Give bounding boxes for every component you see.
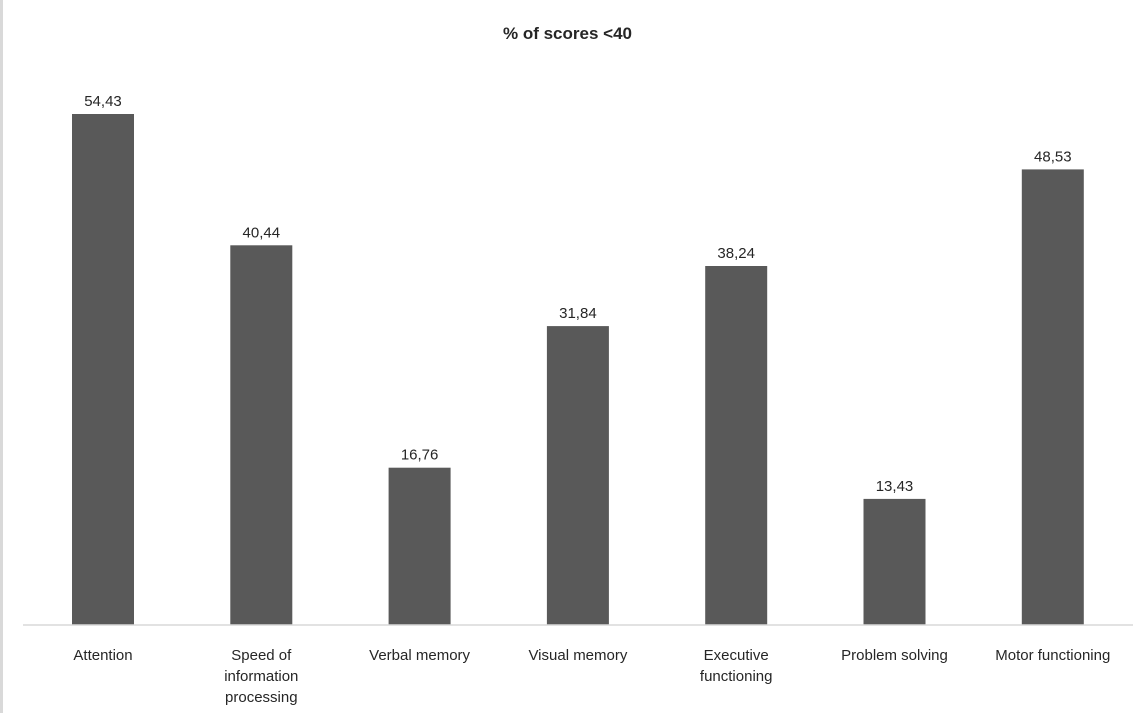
category-label-line: Attention [73, 647, 132, 664]
category-label: Attention [73, 647, 132, 664]
category-label: Visual memory [528, 647, 627, 664]
value-label: 13,43 [876, 478, 914, 495]
value-label: 16,76 [401, 447, 439, 464]
category-labels: Attention Speed of information processing Ve… [73, 647, 1110, 706]
value-label: 40,44 [243, 224, 281, 241]
category-label-line: Visual memory [528, 647, 627, 664]
category-label-line: Speed of [231, 647, 292, 664]
value-label: 31,84 [559, 305, 597, 322]
value-label: 38,24 [717, 245, 755, 262]
category-label: Verbal memory [369, 647, 470, 664]
chart-title: % of scores <40 [503, 24, 632, 43]
category-label-line: Verbal memory [369, 647, 470, 664]
bar [705, 266, 768, 625]
category-label-line: Executive [704, 647, 769, 664]
frame-edge [0, 0, 3, 713]
bar [72, 114, 134, 625]
category-label: Speed of information processing [224, 647, 298, 706]
bar [863, 498, 926, 625]
bars [72, 114, 1084, 626]
category-label-line: processing [225, 689, 298, 706]
value-labels: 54,43 40,44 16,76 31,84 38,24 13,43 48,53 [84, 93, 1071, 495]
bar [1021, 169, 1084, 625]
category-label-line: Problem solving [841, 647, 948, 664]
category-label: Executive functioning [700, 647, 773, 685]
bar [546, 326, 609, 625]
category-label-line: functioning [700, 668, 773, 685]
category-label: Problem solving [841, 647, 948, 664]
value-label: 48,53 [1034, 148, 1072, 165]
category-label: Motor functioning [995, 647, 1110, 664]
category-label-line: information [224, 668, 298, 685]
value-label: 54,43 [84, 93, 122, 110]
category-label-line: Motor functioning [995, 647, 1110, 664]
bar [230, 245, 293, 626]
bar [388, 467, 451, 625]
